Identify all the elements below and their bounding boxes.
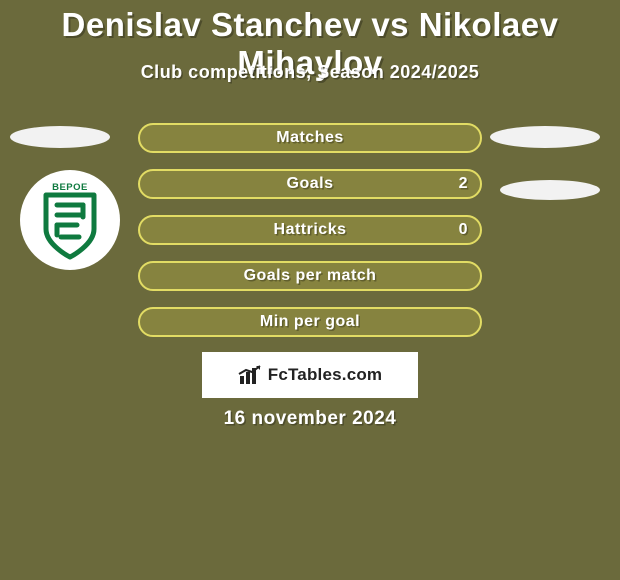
- stat-row: Goals per match: [138, 261, 482, 291]
- shield-icon: BEPOE: [31, 179, 109, 261]
- subtitle: Club competitions, Season 2024/2025: [0, 62, 620, 83]
- stat-label: Min per goal: [260, 313, 360, 331]
- club-badge: BEPOE: [20, 170, 120, 270]
- player-right-placeholder-bottom: [500, 180, 600, 200]
- stat-value-right: 0: [459, 221, 468, 239]
- stat-label: Goals per match: [244, 267, 377, 285]
- generated-date: 16 november 2024: [0, 408, 620, 430]
- comparison-infographic: Denislav Stanchev vs Nikolaev Mihaylov C…: [0, 0, 620, 580]
- chart-icon: [238, 364, 262, 386]
- player-right-placeholder-top: [490, 126, 600, 148]
- stat-row: Goals 2: [138, 169, 482, 199]
- stat-label: Goals: [287, 175, 334, 193]
- stat-value-right: 2: [459, 175, 468, 193]
- club-badge-text: BEPOE: [52, 182, 88, 193]
- brand-text: FcTables.com: [268, 365, 383, 385]
- stat-row: Min per goal: [138, 307, 482, 337]
- stat-label: Hattricks: [274, 221, 347, 239]
- stat-row: Matches: [138, 123, 482, 153]
- stat-row: Hattricks 0: [138, 215, 482, 245]
- stat-label: Matches: [276, 129, 344, 147]
- brand-box: FcTables.com: [202, 352, 418, 398]
- player-left-placeholder: [10, 126, 110, 148]
